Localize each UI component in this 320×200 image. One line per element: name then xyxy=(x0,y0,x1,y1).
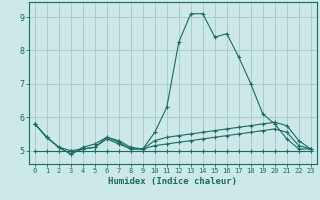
X-axis label: Humidex (Indice chaleur): Humidex (Indice chaleur) xyxy=(108,177,237,186)
